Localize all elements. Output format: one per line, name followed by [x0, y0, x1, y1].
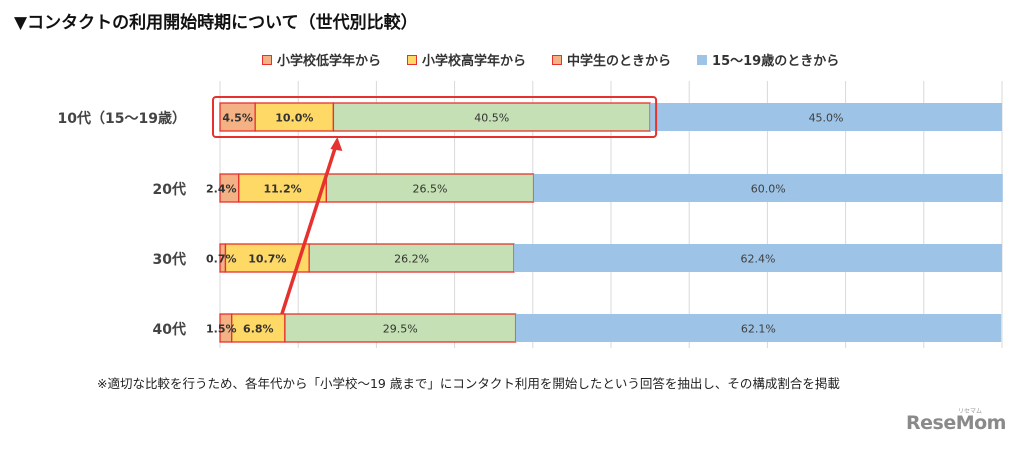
- bar-segment: [219, 102, 256, 132]
- legend-label-upper-elementary: 小学校高学年から: [422, 54, 527, 69]
- category-label: 30代: [153, 251, 186, 268]
- legend-item-upper-elementary: 小学校高学年から: [407, 50, 526, 69]
- bar-segment: [332, 102, 651, 132]
- chart-title: ▼コンタクトの利用開始時期について（世代別比較）: [14, 13, 418, 33]
- data-label: 10.7%: [248, 253, 286, 266]
- data-label: 4.5%: [222, 112, 253, 125]
- trend-arrow-head: [330, 137, 343, 151]
- data-label: 1.5%: [206, 323, 237, 336]
- bar-segment: [515, 314, 1002, 342]
- legend-swatch-junior-high: [552, 54, 563, 65]
- legend-swatch-lower-elementary: [262, 54, 272, 65]
- data-label: 0.7%: [206, 253, 237, 266]
- bar-segment: [533, 174, 1003, 202]
- bar-segment: [308, 243, 515, 273]
- data-label: 11.2%: [263, 183, 301, 196]
- data-label: 6.8%: [243, 323, 274, 336]
- legend-item-lower-elementary: 小学校低学年から: [262, 50, 381, 69]
- footnote: ※適切な比較を行うため、各年代から「小学校～19 歳まで」にコンタクト利用を開始…: [97, 376, 840, 391]
- bar-segment: [325, 173, 535, 203]
- data-label: 26.5%: [412, 183, 447, 196]
- category-label: 10代（15～19歳）: [58, 110, 186, 127]
- category-label: 40代: [153, 321, 186, 338]
- chart-legend: 小学校低学年から 小学校高学年から 中学生のときから 15～19歳のときから: [262, 50, 839, 69]
- bar-segment: [238, 173, 328, 203]
- resemom-logo-subtitle: リセマム: [958, 408, 983, 415]
- resemom-logo: ReseMom: [906, 412, 1006, 434]
- category-label: 20代: [153, 181, 186, 198]
- legend-label-lower-elementary: 小学校低学年から: [277, 54, 382, 69]
- bar-segment: [231, 313, 286, 343]
- bar-segment: [514, 244, 1002, 272]
- bar-segment: [650, 103, 1002, 131]
- data-label: 29.5%: [383, 323, 418, 336]
- data-label: 40.5%: [474, 112, 509, 125]
- legend-label-junior-high: 中学生のときから: [567, 54, 672, 69]
- legend-label-age-15-19: 15～19歳のときから: [712, 54, 840, 69]
- legend-item-junior-high: 中学生のときから: [552, 50, 671, 69]
- trend-arrow-shaft: [280, 146, 338, 315]
- data-label: 10.0%: [275, 112, 313, 125]
- highlight-box: [212, 96, 658, 138]
- data-label: 45.0%: [809, 112, 844, 125]
- data-label: 2.4%: [206, 183, 237, 196]
- data-label: 62.4%: [741, 253, 776, 266]
- data-label: 62.1%: [741, 323, 776, 336]
- legend-item-age-15-19: 15～19歳のときから: [697, 50, 839, 69]
- legend-swatch-age-15-19: [697, 54, 708, 65]
- data-label: 26.2%: [394, 253, 429, 266]
- data-label: 60.0%: [751, 183, 786, 196]
- legend-swatch-upper-elementary: [407, 54, 418, 65]
